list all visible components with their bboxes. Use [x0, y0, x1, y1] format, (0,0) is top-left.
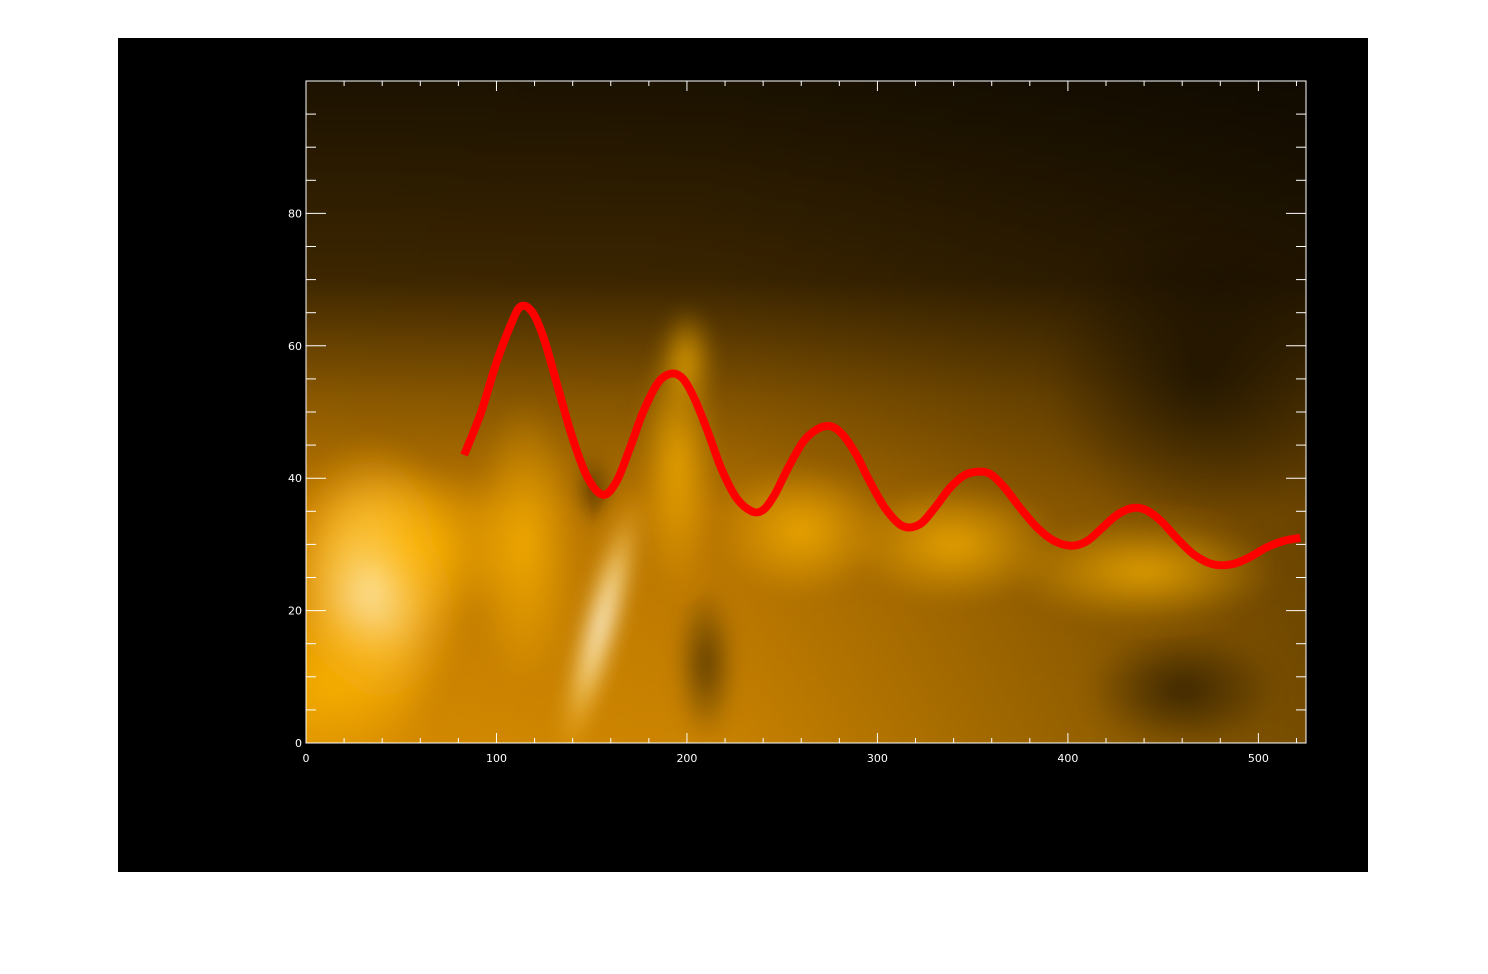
x-tick-label: 400 — [1057, 752, 1078, 765]
y-tick-label: 0 — [295, 737, 302, 750]
x-axis-tick-labels: 0 100 200 300 400 500 — [303, 752, 1269, 765]
figure-panel: 0 100 200 300 400 500 0 20 40 60 80 — [118, 38, 1368, 872]
y-tick-label: 60 — [288, 340, 302, 353]
plot-area: 0 100 200 300 400 500 0 20 40 60 80 — [288, 80, 1307, 765]
y-tick-label: 20 — [288, 605, 302, 618]
x-tick-label: 300 — [867, 752, 888, 765]
y-tick-label: 80 — [288, 207, 302, 220]
fit-curve-line — [460, 301, 1301, 570]
x-tick-label: 100 — [486, 752, 507, 765]
x-tick-label: 0 — [303, 752, 310, 765]
y-axis-tick-labels: 0 20 40 60 80 — [288, 207, 302, 750]
axis-ticks — [305, 80, 1306, 744]
x-tick-label: 500 — [1248, 752, 1269, 765]
x-tick-label: 200 — [676, 752, 697, 765]
y-tick-label: 40 — [288, 472, 302, 485]
heatmap-image — [306, 81, 1306, 743]
